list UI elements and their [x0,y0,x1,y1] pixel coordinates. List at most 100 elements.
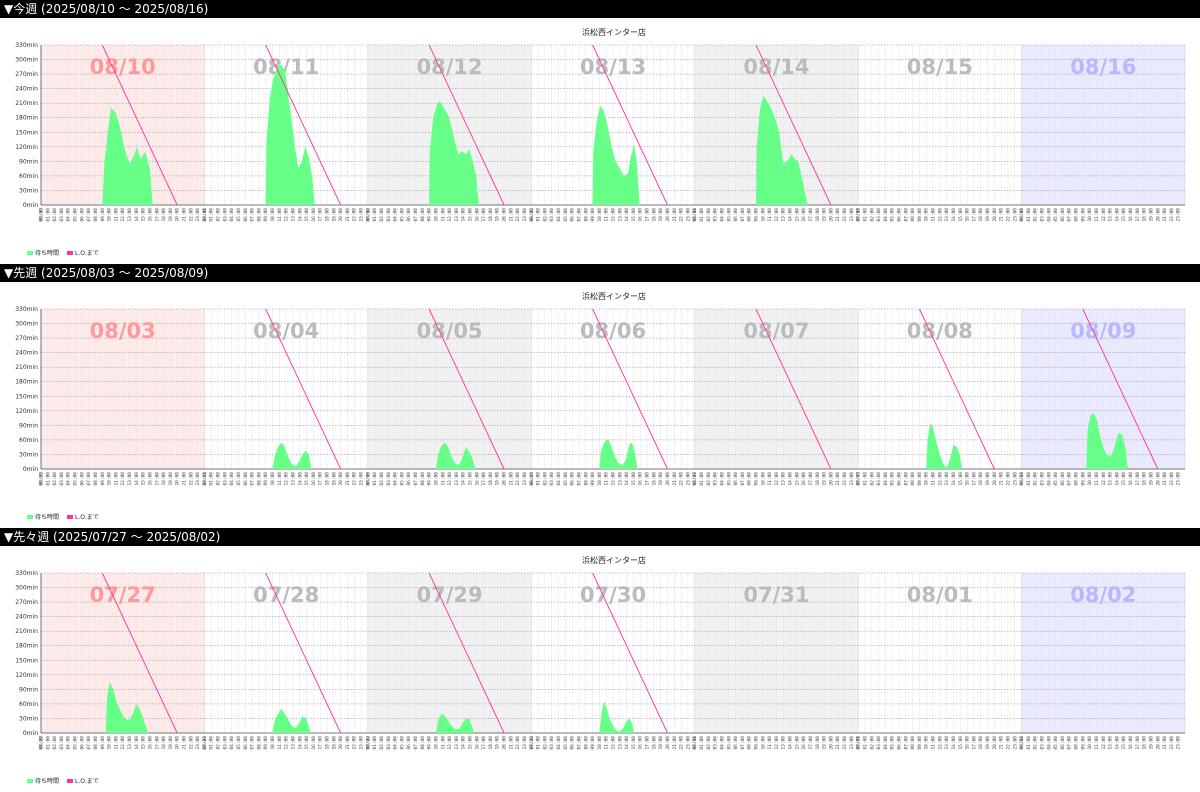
x-hour-tick: 01:00 [1026,736,1032,750]
x-hour-tick: 14:00 [1114,736,1120,750]
x-hour-tick: 06:00 [243,736,249,750]
x-hour-tick: 13:00 [617,736,623,750]
x-hour-tick: 20:00 [338,208,344,222]
x-hour-tick: 22:00 [1005,472,1011,486]
x-hour-tick: 15:00 [1121,472,1127,486]
x-hour-tick: 15:00 [141,736,147,750]
week-header[interactable]: ▼先々週 (2025/07/27 ～ 2025/08/02) [0,528,1200,546]
x-hour-tick: 04:00 [393,472,399,486]
x-date-tick: 08/11 [202,208,208,222]
wait-time-area [272,442,312,469]
x-hour-tick: 11:00 [440,208,446,222]
x-hour-tick: 18:00 [325,472,331,486]
x-hour-tick: 04:00 [66,208,72,222]
x-hour-tick: 04:00 [66,472,72,486]
day-label: 08/11 [253,55,319,79]
x-hour-tick: 14:00 [624,736,630,750]
x-hour-tick: 21:00 [508,736,514,750]
y-tick-label: 330min [15,570,38,577]
x-hour-tick: 23:00 [522,472,528,486]
x-hour-tick: 08:00 [747,736,753,750]
x-hour-tick: 08:00 [420,472,426,486]
x-hour-tick: 23:00 [1012,736,1018,750]
x-hour-tick: 13:00 [127,208,133,222]
x-hour-tick: 09:00 [590,208,596,222]
x-hour-tick: 00:00 [529,736,535,750]
x-hour-tick: 05:00 [563,472,569,486]
x-hour-tick: 21:00 [508,472,514,486]
x-hour-tick: 20:00 [992,472,998,486]
x-hour-tick: 04:00 [556,736,562,750]
x-date-tick: 08/13 [529,208,535,222]
x-hour-tick: 08:00 [93,208,99,222]
x-hour-tick: 15:00 [631,472,637,486]
x-hour-tick: 09:00 [427,208,433,222]
x-hour-tick: 18:00 [978,208,984,222]
x-hour-tick: 18:00 [815,736,821,750]
x-hour-tick: 10:00 [1087,208,1093,222]
week-header[interactable]: ▼先週 (2025/08/03 ～ 2025/08/09) [0,264,1200,282]
x-hour-tick: 13:00 [781,472,787,486]
x-hour-tick: 07:00 [740,736,746,750]
x-hour-tick: 00:00 [529,472,535,486]
week-header[interactable]: ▼今週 (2025/08/10 ～ 2025/08/16) [0,0,1200,18]
y-tick-label: 60min [19,173,38,180]
x-hour-tick: 12:00 [120,208,126,222]
x-date-tick: 08/09 [1019,472,1025,486]
x-date-tick: 08/05 [365,472,371,486]
x-hour-tick: 05:00 [236,208,242,222]
y-tick-label: 0min [23,730,38,737]
x-hour-tick: 01:00 [699,736,705,750]
x-hour-tick: 22:00 [1169,736,1175,750]
x-hour-tick: 15:00 [468,208,474,222]
x-hour-tick: 13:00 [290,736,296,750]
x-hour-tick: 19:00 [822,472,828,486]
x-hour-tick: 13:00 [781,736,787,750]
week-section: ▼今週 (2025/08/10 ～ 2025/08/16) 浜松西インター店 0mi… [0,0,1200,264]
x-hour-tick: 04:00 [1046,472,1052,486]
day-label: 08/09 [1070,319,1136,343]
x-hour-tick: 10:00 [760,208,766,222]
x-hour-tick: 18:00 [325,208,331,222]
day-label: 07/29 [417,583,483,607]
x-hour-tick: 17:00 [318,736,324,750]
x-hour-tick: 20:00 [175,736,181,750]
y-tick-label: 210min [15,364,38,371]
x-hour-tick: 06:00 [733,208,739,222]
x-hour-tick: 04:00 [1046,736,1052,750]
x-hour-tick: 17:00 [1135,736,1141,750]
x-hour-tick: 18:00 [161,736,167,750]
x-hour-tick: 15:00 [1121,736,1127,750]
x-hour-tick: 23:00 [685,472,691,486]
x-hour-tick: 01:00 [1026,472,1032,486]
x-hour-tick: 09:00 [917,472,923,486]
x-hour-tick: 23:00 [849,208,855,222]
x-hour-tick: 22:00 [352,472,358,486]
x-date-tick: 08/07 [692,472,698,486]
x-hour-tick: 05:00 [726,472,732,486]
y-tick-label: 150min [15,657,38,664]
legend-wait-label: 待ち時間 [35,513,59,521]
x-hour-tick: 08:00 [910,208,916,222]
x-hour-tick: 17:00 [481,472,487,486]
x-hour-tick: 22:00 [352,736,358,750]
x-hour-tick: 11:00 [767,736,773,750]
x-hour-tick: 14:00 [624,208,630,222]
x-hour-tick: 03:00 [713,736,719,750]
lo-line [265,572,342,734]
x-hour-tick: 20:00 [665,736,671,750]
x-hour-tick: 05:00 [1053,208,1059,222]
x-hour-tick: 17:00 [971,736,977,750]
x-hour-tick: 03:00 [549,472,555,486]
x-hour-tick: 09:00 [590,736,596,750]
x-hour-tick: 16:00 [474,736,480,750]
day-label: 08/03 [90,319,156,343]
x-hour-tick: 14:00 [951,736,957,750]
legend: 待ち時間 L.O.まで [27,777,99,785]
x-hour-tick: 21:00 [345,736,351,750]
x-hour-tick: 19:00 [822,736,828,750]
x-hour-tick: 03:00 [386,208,392,222]
x-hour-tick: 09:00 [754,208,760,222]
x-hour-tick: 12:00 [120,472,126,486]
x-date-tick: 08/03 [39,472,45,486]
